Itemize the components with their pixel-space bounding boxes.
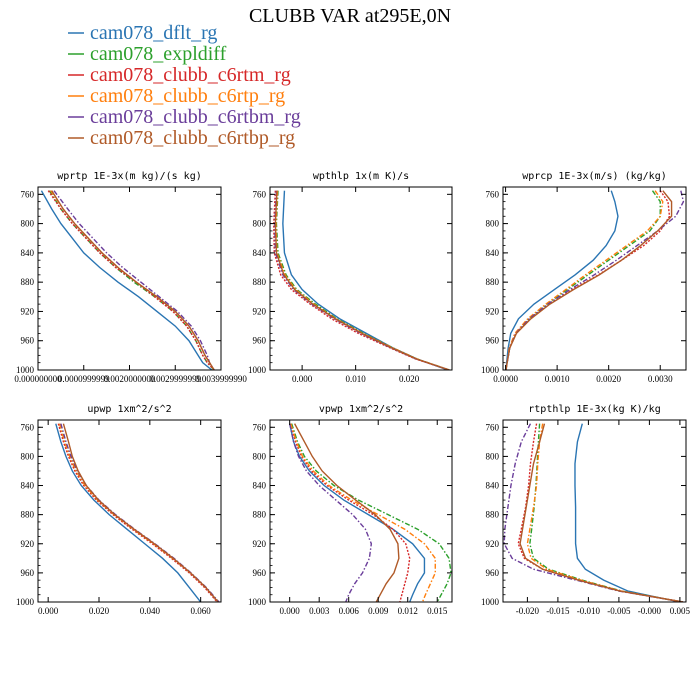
legend-label: cam078_clubb_c6rtm_rg <box>90 64 291 86</box>
y-tick-label: 1000 <box>248 365 267 375</box>
x-tick-label: 0.0000999999 <box>58 374 110 384</box>
x-tick-label: 0.009 <box>368 606 389 616</box>
legend-label: cam078_expldiff <box>90 43 227 65</box>
y-tick-label: 960 <box>21 568 35 578</box>
legend-label: cam078_clubb_c6rtp_rg <box>90 85 285 107</box>
x-tick-label: 0.0010 <box>545 374 570 384</box>
x-tick-label: 0.0000 <box>493 374 518 384</box>
panel-title: wprcp 1E-3x(m/s) (kg/kg) <box>522 171 667 182</box>
x-tick-label: 0.0020000000 <box>104 374 156 384</box>
x-tick-label: 0.0029999999 <box>149 374 201 384</box>
legend-entry: cam078_clubb_c6rtbm_rg <box>68 106 301 128</box>
x-tick-label: 0.000 <box>280 606 301 616</box>
y-tick-label: 840 <box>253 248 267 258</box>
y-tick-label: 840 <box>486 481 500 491</box>
y-tick-label: 760 <box>253 422 267 432</box>
x-tick-label: -0.000 <box>638 606 662 616</box>
y-tick-label: 880 <box>253 277 267 287</box>
y-tick-label: 920 <box>486 539 500 549</box>
y-tick-label: 760 <box>253 189 267 199</box>
y-tick-label: 880 <box>253 510 267 520</box>
x-tick-label: 0.006 <box>339 606 360 616</box>
y-tick-label: 920 <box>21 539 35 549</box>
y-tick-label: 880 <box>21 510 35 520</box>
x-tick-label: 0.0039999990 <box>195 374 247 384</box>
y-tick-label: 840 <box>21 481 35 491</box>
x-tick-label: 0.000 <box>292 374 313 384</box>
y-tick-label: 960 <box>253 568 267 578</box>
y-tick-label: 920 <box>21 306 35 316</box>
y-tick-label: 920 <box>486 306 500 316</box>
y-tick-label: 960 <box>486 568 500 578</box>
figure-title: CLUBB VAR at295E,0N <box>249 5 451 27</box>
panel-title: wpthlp 1x(m K)/s <box>313 171 409 182</box>
x-tick-label: 0.010 <box>346 374 367 384</box>
y-tick-label: 840 <box>486 248 500 258</box>
panel-title: rtpthlp 1E-3x(kg K)/kg <box>528 404 660 415</box>
x-tick-label: -0.020 <box>516 606 540 616</box>
legend-entry: cam078_clubb_c6rtp_rg <box>68 85 285 107</box>
y-tick-label: 920 <box>253 539 267 549</box>
x-tick-label: 0.015 <box>427 606 448 616</box>
legend-label: cam078_dflt_rg <box>90 22 217 44</box>
legend-entry: cam078_clubb_c6rtm_rg <box>68 64 291 86</box>
y-tick-label: 880 <box>486 277 500 287</box>
x-tick-label: -0.005 <box>607 606 631 616</box>
y-tick-label: 880 <box>486 510 500 520</box>
y-tick-label: 800 <box>21 451 35 461</box>
x-tick-label: -0.010 <box>577 606 601 616</box>
y-tick-label: 760 <box>21 189 35 199</box>
panel-title: wprtp 1E-3x(m kg)/(s kg) <box>57 171 202 182</box>
y-tick-label: 800 <box>21 219 35 229</box>
y-tick-label: 760 <box>21 422 35 432</box>
x-tick-label: 0.040 <box>140 606 161 616</box>
x-tick-label: 0.003 <box>309 606 330 616</box>
y-tick-label: 960 <box>253 336 267 346</box>
y-tick-label: 920 <box>253 306 267 316</box>
legend-label: cam078_clubb_c6rtbm_rg <box>90 106 301 128</box>
x-tick-label: 0.0030 <box>648 374 673 384</box>
y-tick-label: 800 <box>253 219 267 229</box>
x-tick-label: 0.020 <box>399 374 420 384</box>
x-tick-label: 0.000 <box>38 606 59 616</box>
y-tick-label: 1000 <box>16 597 35 607</box>
y-tick-label: 800 <box>486 219 500 229</box>
x-tick-label: 0.0020 <box>596 374 621 384</box>
y-tick-label: 800 <box>253 451 267 461</box>
x-tick-label: 0.000000000 <box>14 374 62 384</box>
x-tick-label: 0.012 <box>398 606 418 616</box>
y-tick-label: 880 <box>21 277 35 287</box>
legend-entry: cam078_dflt_rg <box>68 22 217 44</box>
x-tick-label: 0.020 <box>89 606 110 616</box>
y-tick-label: 960 <box>486 336 500 346</box>
y-tick-label: 760 <box>486 189 500 199</box>
y-tick-label: 800 <box>486 451 500 461</box>
y-tick-label: 1000 <box>248 597 267 607</box>
y-tick-label: 960 <box>21 336 35 346</box>
panel-title: vpwp 1xm^2/s^2 <box>319 404 403 415</box>
y-tick-label: 840 <box>21 248 35 258</box>
figure: CLUBB VAR at295E,0N cam078_dflt_rgcam078… <box>0 0 700 700</box>
y-tick-label: 1000 <box>481 597 500 607</box>
legend-entry: cam078_expldiff <box>68 43 227 65</box>
y-tick-label: 760 <box>486 422 500 432</box>
x-tick-label: 0.005 <box>670 606 691 616</box>
y-tick-label: 840 <box>253 481 267 491</box>
panel-title: upwp 1xm^2/s^2 <box>87 404 171 415</box>
legend-entry: cam078_clubb_c6rtbp_rg <box>68 127 295 149</box>
x-tick-label: -0.015 <box>546 606 570 616</box>
legend-label: cam078_clubb_c6rtbp_rg <box>90 127 295 149</box>
x-tick-label: 0.060 <box>191 606 212 616</box>
